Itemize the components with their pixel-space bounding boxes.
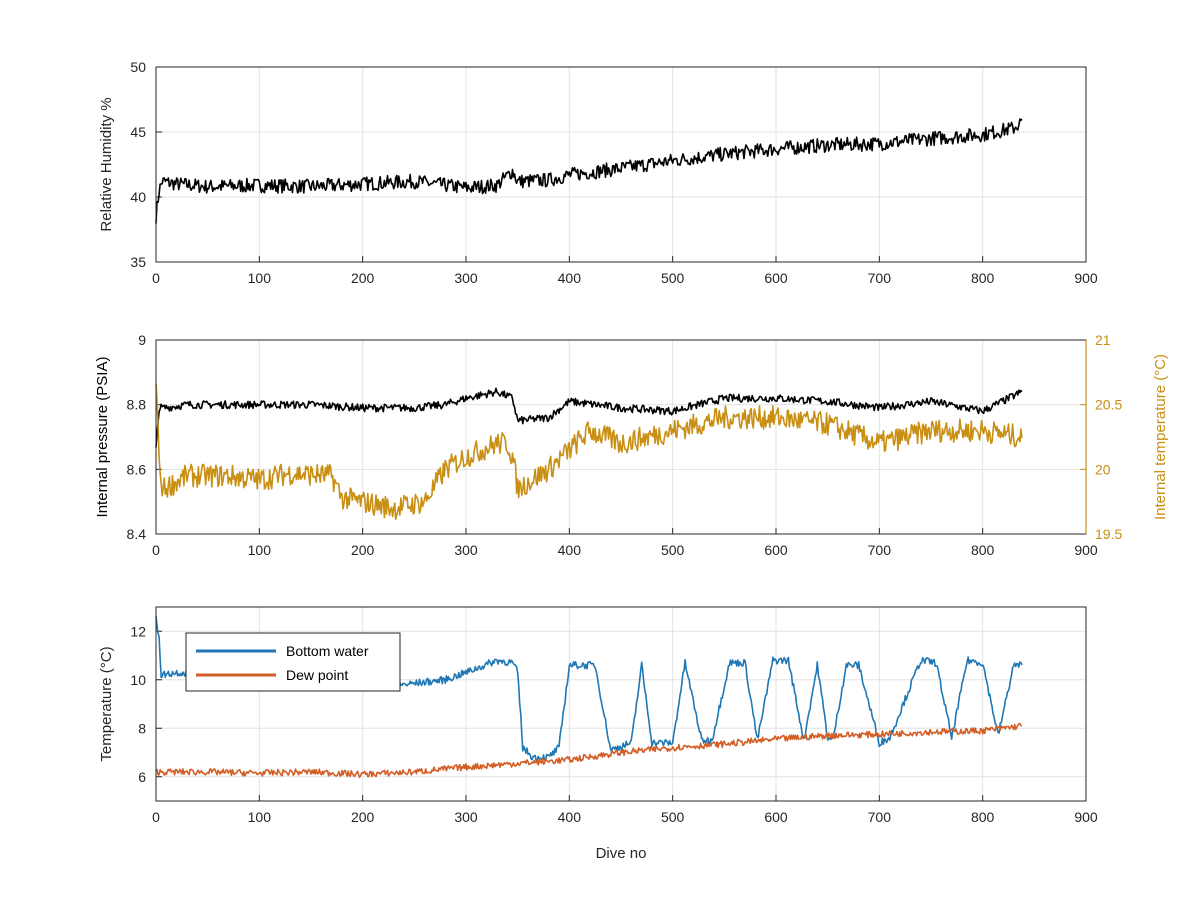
subplot-3: 0 100 200 300 400 500 600 700 800 900 6 8 10 12 Temper… — [98, 606, 1098, 862]
y-tick-label: 9 — [138, 332, 146, 348]
y-tick-label: 45 — [130, 124, 146, 140]
x-tick-label: 900 — [1074, 542, 1098, 558]
y-axis-label: Internal pressure (PSIA) — [94, 357, 111, 518]
x-tick-label: 500 — [661, 809, 685, 825]
x-tick-label: 200 — [351, 542, 375, 558]
x-axis-label: Dive no — [596, 845, 647, 862]
plot-area — [156, 340, 1086, 534]
y-tick-label: 12 — [130, 623, 146, 639]
x-tick-label: 700 — [868, 542, 892, 558]
y-tick-label: 6 — [138, 769, 146, 785]
x-tick-label: 800 — [971, 542, 995, 558]
y-axis-label: Temperature (°C) — [98, 646, 115, 761]
x-tick-label: 400 — [558, 809, 582, 825]
subplot-2: 0 100 200 300 400 500 600 700 800 900 8.4 8.6 8.8 9 19… — [94, 332, 1169, 558]
x-tick-label: 200 — [351, 270, 375, 286]
y-right-tick-label: 19.5 — [1095, 526, 1122, 542]
x-tick-label: 100 — [248, 809, 272, 825]
x-tick-label: 300 — [454, 809, 478, 825]
subplot-1: 0 100 200 300 400 500 600 700 800 900 35 40 45 50 Rela… — [98, 59, 1098, 286]
series-line-dew-point — [155, 722, 1023, 778]
y-tick-label: 40 — [130, 189, 146, 205]
y-tick-label: 50 — [130, 59, 146, 75]
x-tick-label: 500 — [661, 270, 685, 286]
x-tick-label: 200 — [351, 809, 375, 825]
x-tick-label: 600 — [764, 542, 788, 558]
y-tick-label: 8.6 — [127, 461, 147, 477]
y-axis-label: Relative Humidity % — [98, 97, 115, 231]
x-tick-label: 700 — [868, 809, 892, 825]
x-tick-label: 900 — [1074, 809, 1098, 825]
y-right-axis-label: Internal temperature (°C) — [1152, 354, 1169, 520]
y-tick-label: 8.8 — [127, 397, 147, 413]
x-tick-label: 600 — [764, 809, 788, 825]
axes-box — [155, 66, 1087, 263]
series-line-1-1 — [155, 118, 1023, 224]
legend-entry: Bottom water — [286, 643, 369, 659]
x-tick-label: 100 — [248, 542, 272, 558]
series-line-2-2 — [155, 383, 1023, 520]
x-tick-label: 700 — [868, 270, 892, 286]
y-right-tick-label: 21 — [1095, 332, 1111, 348]
legend-box — [185, 632, 401, 692]
x-tick-label: 500 — [661, 542, 685, 558]
series-line-2-1 — [155, 387, 1023, 448]
y-right-tick-label: 20.5 — [1095, 397, 1122, 413]
x-tick-label: 300 — [454, 270, 478, 286]
x-tick-label: 100 — [248, 270, 272, 286]
x-tick-label: 900 — [1074, 270, 1098, 286]
x-tick-label: 400 — [558, 542, 582, 558]
axes-box — [155, 606, 1087, 802]
x-tick-label: 800 — [971, 270, 995, 286]
x-tick-label: 0 — [152, 542, 160, 558]
plot-area — [156, 67, 1086, 262]
legend: Bottom water Dew point — [185, 632, 401, 692]
legend-entry: Dew point — [286, 667, 348, 683]
y-tick-label: 8.4 — [127, 526, 147, 542]
y-tick-label: 10 — [130, 672, 146, 688]
x-tick-label: 0 — [152, 809, 160, 825]
y-tick-label: 8 — [138, 720, 146, 736]
x-tick-label: 300 — [454, 542, 478, 558]
x-tick-label: 400 — [558, 270, 582, 286]
y-tick-label: 35 — [130, 254, 146, 270]
x-tick-label: 600 — [764, 270, 788, 286]
x-tick-label: 800 — [971, 809, 995, 825]
x-tick-label: 0 — [152, 270, 160, 286]
y-right-tick-label: 20 — [1095, 461, 1111, 477]
